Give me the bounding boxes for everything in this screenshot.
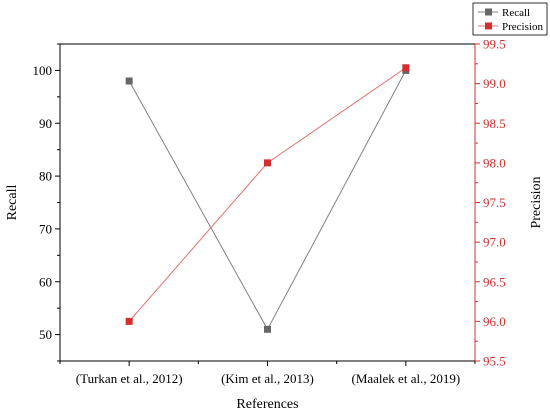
- x-tick-label: (Kim et al., 2013): [221, 371, 314, 386]
- legend: Recall Precision: [472, 2, 548, 36]
- y-left-tick-label: 70: [39, 221, 52, 236]
- y-left-tick-label: 60: [39, 274, 52, 289]
- axes: 50 60 70 80 90 100 95.5 96.0 96.5 97.0 97.5 98.0 98.…: [33, 37, 506, 387]
- y-right-tick-label: 97.5: [483, 195, 506, 210]
- y-right-tick-label: 95.5: [483, 354, 506, 369]
- legend-label-precision: Precision: [502, 21, 543, 33]
- x-tick-label: (Maalek et al., 2019): [352, 371, 461, 386]
- data-point-precision: [264, 159, 271, 167]
- data-point-precision: [402, 64, 410, 72]
- y-right-tick-label: 99.5: [483, 37, 506, 52]
- y-left-tick-label: 80: [39, 169, 52, 184]
- legend-box: [472, 2, 548, 36]
- x-axis-title: References: [236, 397, 298, 412]
- y-left-tick-label: 90: [39, 116, 52, 131]
- series-line-precision: [128, 67, 407, 322]
- legend-marker-recall: [485, 8, 492, 16]
- data-point-recall: [264, 325, 271, 333]
- y-right-tick-label: 99.0: [483, 76, 506, 91]
- y-right-tick-label: 96.0: [483, 314, 506, 329]
- series-layer: [125, 64, 410, 333]
- y-right-tick-label: 98.0: [483, 155, 506, 170]
- legend-items: Recall Precision: [478, 7, 543, 33]
- data-point-recall: [125, 77, 133, 85]
- y-right-tick-label: 98.5: [483, 116, 506, 131]
- y-axis-right-title: Precision: [529, 176, 544, 228]
- y-left-tick-label: 50: [39, 327, 52, 342]
- y-right-tick-label: 96.5: [483, 274, 506, 289]
- y-axis-left-title: Recall: [5, 185, 20, 221]
- x-tick-label: (Turkan et al., 2012): [76, 371, 183, 386]
- y-left-tick-label: 100: [33, 63, 53, 78]
- legend-label-recall: Recall: [502, 7, 530, 19]
- series-line-recall: [128, 70, 407, 331]
- y-right-tick-label: 97.0: [483, 235, 506, 250]
- data-point-precision: [125, 317, 133, 325]
- legend-marker-precision: [485, 22, 492, 30]
